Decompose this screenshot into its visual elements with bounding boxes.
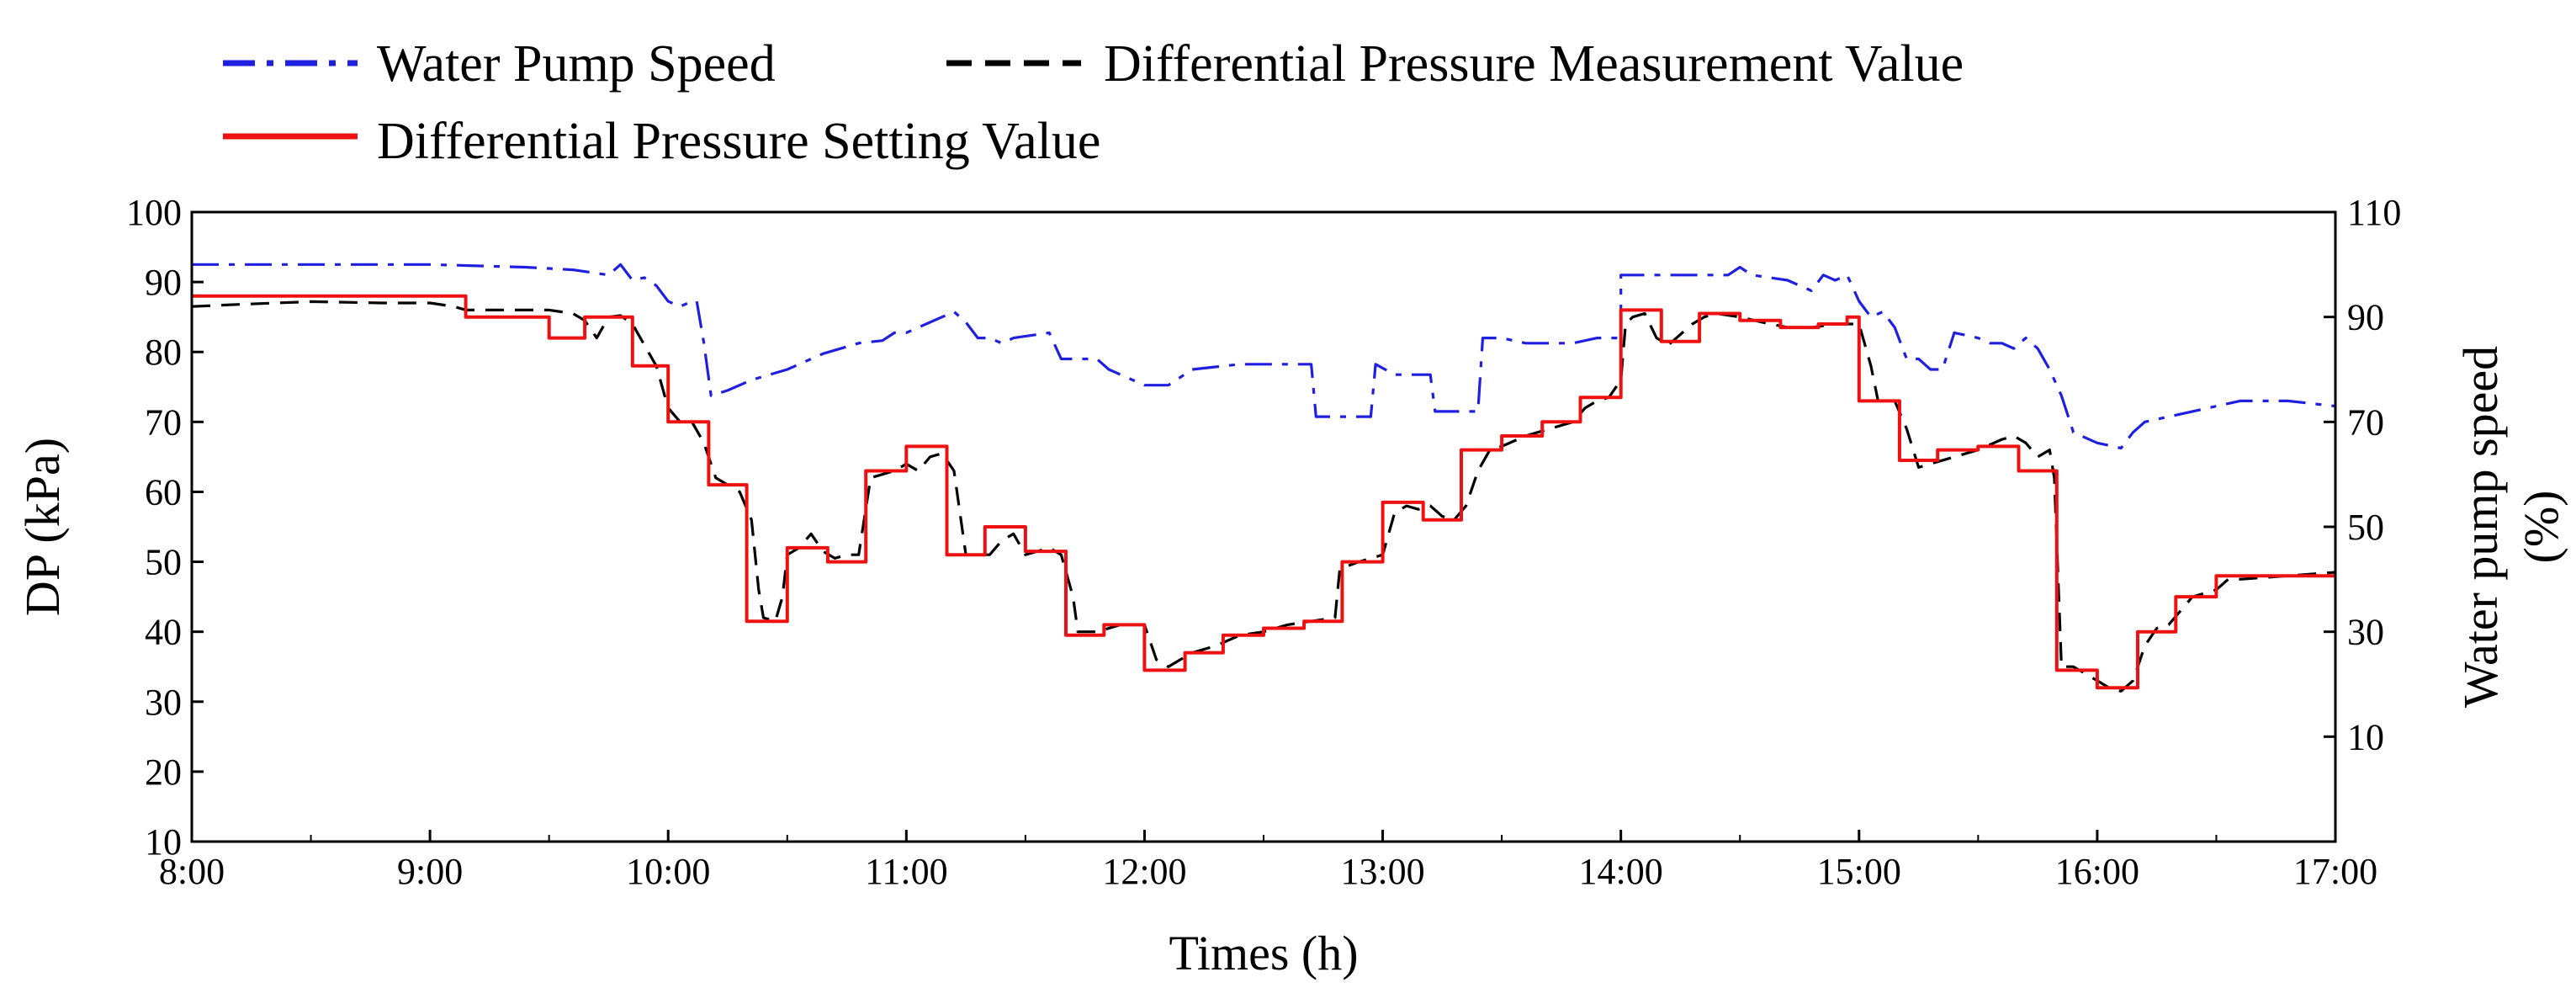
y-tick-label: 60 [145,471,182,513]
x-tick-label: 10:00 [626,851,710,892]
x-tick-label: 13:00 [1340,851,1424,892]
x-tick-label: 8:00 [159,851,225,892]
y2-tick-label: 90 [2347,297,2384,338]
series-line-water-pump-speed [192,263,2336,450]
y-tick-label: 70 [145,401,182,443]
legend: Water Pump Speed Differential Pressure M… [223,35,1964,170]
x-axis-ticks: 8:00 9:00 10:00 11:00 12:00 13:00 14:00 15:00 16… [159,830,2377,892]
y-axis-left-title: DP (kPa) [15,438,70,616]
y-tick-label: 100 [126,192,182,233]
x-axis-title: Times (h) [1169,926,1358,980]
y-axis-right-ticks: 10 30 50 70 90 110 [2324,192,2401,757]
y-tick-label: 90 [145,262,182,303]
y-tick-label: 10 [145,821,182,863]
y-tick-label: 30 [145,682,182,723]
x-tick-label: 11:00 [865,851,948,892]
legend-label-water-pump-speed: Water Pump Speed [377,35,776,93]
y-tick-label: 20 [145,752,182,793]
x-tick-label: 9:00 [397,851,463,892]
x-tick-label: 14:00 [1579,851,1663,892]
y-tick-label: 50 [145,542,182,583]
y-tick-label: 40 [145,612,182,653]
y2-tick-label: 110 [2347,192,2401,233]
x-tick-label: 17:00 [2293,851,2377,892]
legend-label-dp-setting: Differential Pressure Setting Value [377,113,1100,170]
x-tick-label: 15:00 [1817,851,1901,892]
y-axis-right-title-line2: (%) [2514,491,2568,564]
plot-frame [190,210,2337,843]
y-tick-label: 80 [145,332,182,373]
legend-label-dp-measurement: Differential Pressure Measurement Value [1104,35,1964,93]
y2-tick-label: 30 [2347,612,2384,653]
y-axis-right-title-line1: Water pump speed [2453,346,2508,708]
series-line-differential-pressure-setting-value [192,294,2335,690]
y2-tick-label: 70 [2347,401,2384,443]
y2-tick-label: 10 [2347,716,2384,757]
y-axis-left-ticks: 10 20 30 40 50 60 70 80 90 100 [126,192,204,863]
y2-tick-label: 50 [2347,507,2384,548]
x-tick-label: 12:00 [1102,851,1186,892]
x-tick-label: 16:00 [2055,851,2139,892]
series-layer [191,263,2336,693]
